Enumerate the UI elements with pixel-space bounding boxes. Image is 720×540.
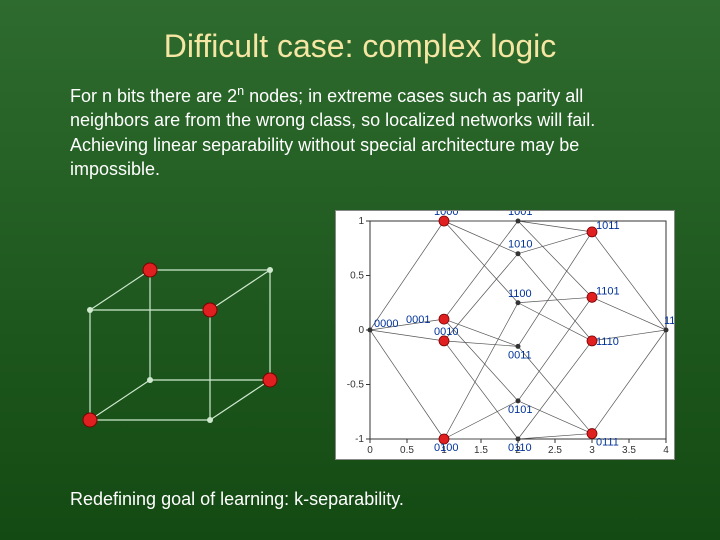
svg-text:1.5: 1.5 (474, 445, 488, 456)
slide-paragraph: For n bits there are 2n nodes; in extrem… (0, 65, 720, 181)
svg-text:0100: 0100 (434, 442, 458, 454)
para-line1a: For (70, 86, 102, 106)
svg-text:0.5: 0.5 (400, 445, 414, 456)
slide-root: Difficult case: complex logic For n bits… (0, 0, 720, 540)
svg-text:1000: 1000 (434, 211, 458, 218)
svg-text:1100: 1100 (508, 288, 532, 300)
svg-text:4: 4 (663, 445, 669, 456)
svg-text:3: 3 (589, 445, 595, 456)
hypercube-svg: 00.511.522.533.54-1-0.500.51000010000100… (336, 211, 674, 459)
svg-text:0: 0 (358, 325, 364, 336)
svg-text:1110: 1110 (596, 336, 619, 348)
svg-text:0011: 0011 (508, 349, 532, 361)
svg-text:1011: 1011 (596, 220, 620, 232)
slide-footer: Redefining goal of learning: k-separabil… (70, 489, 404, 510)
svg-text:0101: 0101 (508, 404, 532, 416)
svg-text:0111: 0111 (596, 437, 619, 449)
svg-text:1111: 1111 (664, 315, 674, 327)
svg-text:1001: 1001 (508, 211, 532, 218)
cube-diagram (60, 230, 310, 450)
svg-text:0.5: 0.5 (350, 271, 364, 282)
para-line2: Achieving linear separability without sp… (70, 135, 579, 179)
svg-text:0000: 0000 (374, 318, 398, 330)
svg-text:3.5: 3.5 (622, 445, 636, 456)
para-line1b: bits there are 2 (112, 86, 237, 106)
svg-text:1010: 1010 (508, 239, 532, 251)
svg-text:0110: 0110 (508, 442, 532, 454)
svg-text:1: 1 (358, 216, 364, 227)
svg-text:1101: 1101 (596, 285, 620, 297)
svg-text:2.5: 2.5 (548, 445, 562, 456)
slide-title: Difficult case: complex logic (0, 0, 720, 65)
svg-text:0: 0 (367, 445, 373, 456)
hypercube-diagram: 00.511.522.533.54-1-0.500.51000010000100… (335, 210, 675, 460)
svg-text:-1: -1 (355, 434, 364, 445)
para-n: n (102, 86, 112, 106)
figure-row: 00.511.522.533.54-1-0.500.51000010000100… (60, 220, 660, 480)
svg-text:-0.5: -0.5 (347, 380, 365, 391)
svg-text:0001: 0001 (406, 314, 430, 326)
svg-text:0010: 0010 (434, 326, 458, 338)
cube-svg (60, 230, 310, 450)
